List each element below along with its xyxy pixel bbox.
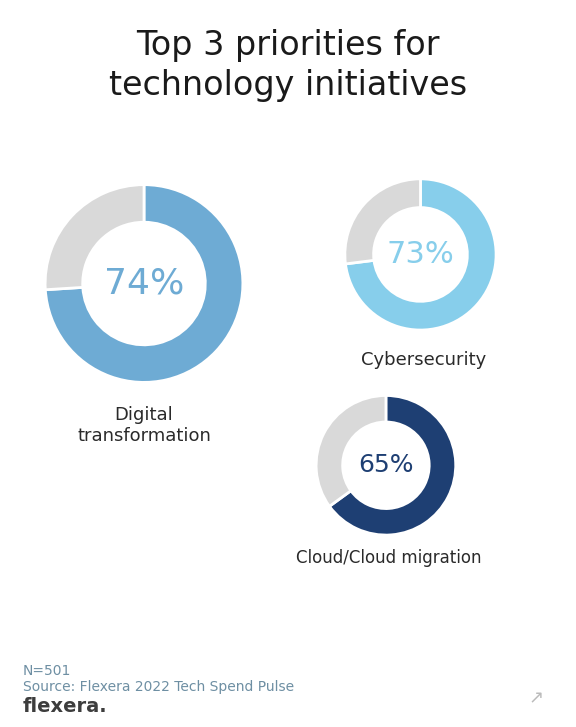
Wedge shape — [346, 179, 496, 330]
Wedge shape — [329, 395, 456, 535]
Text: N=501: N=501 — [23, 664, 71, 678]
Wedge shape — [46, 185, 243, 382]
Wedge shape — [316, 395, 386, 506]
Text: 65%: 65% — [358, 453, 414, 478]
Text: ↗: ↗ — [528, 689, 543, 707]
Text: Source: Flexera 2022 Tech Spend Pulse: Source: Flexera 2022 Tech Spend Pulse — [23, 680, 294, 694]
Text: 73%: 73% — [386, 240, 454, 269]
Text: Digital
transformation: Digital transformation — [77, 406, 211, 445]
Text: Cybersecurity: Cybersecurity — [361, 351, 486, 369]
Text: flexera.: flexera. — [23, 697, 108, 716]
Text: Top 3 priorities for
technology initiatives: Top 3 priorities for technology initiati… — [109, 28, 467, 103]
Wedge shape — [45, 185, 144, 290]
Text: Cloud/Cloud migration: Cloud/Cloud migration — [296, 550, 482, 567]
Text: 74%: 74% — [104, 267, 184, 300]
Wedge shape — [345, 179, 420, 264]
